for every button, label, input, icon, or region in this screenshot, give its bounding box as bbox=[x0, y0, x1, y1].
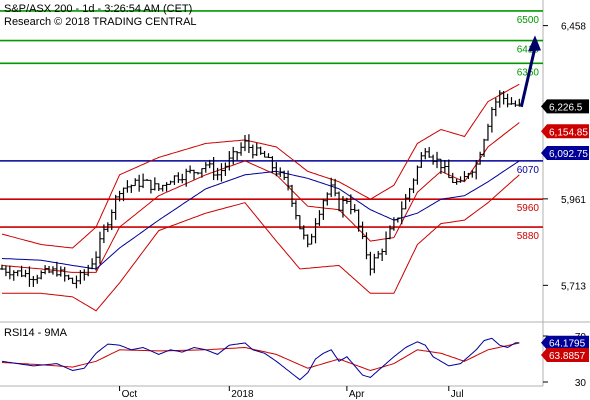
rsi-line bbox=[1, 337, 520, 381]
level-label-6415: 6415 bbox=[517, 45, 540, 56]
rsi-tag-label: 64.1795 bbox=[549, 339, 586, 350]
rsi-series bbox=[1, 337, 520, 381]
rsi-title: RSI14 - 9MA bbox=[4, 327, 68, 339]
rsi-tick-label: 30 bbox=[575, 378, 587, 389]
time-tick-label-Jul: Jul bbox=[451, 389, 464, 400]
price-tag-bg bbox=[541, 99, 589, 114]
bollinger-bands bbox=[1, 83, 520, 312]
price-panel bbox=[0, 0, 543, 320]
price-tags: 6,226.5 6,154.85 6,092.75 bbox=[541, 99, 589, 160]
price-tick-label: 5,961 bbox=[561, 195, 586, 206]
time-tick-label-2018: 2018 bbox=[231, 389, 254, 400]
time-tick-label-Oct: Oct bbox=[122, 389, 138, 400]
level-label-5960: 5960 bbox=[517, 203, 540, 214]
level-label-6070: 6070 bbox=[517, 165, 540, 176]
time-axis-ticks: Oct 2018 Apr Jul bbox=[119, 386, 464, 400]
price-tag-bg bbox=[541, 145, 589, 160]
bollinger-lower-line bbox=[2, 174, 520, 312]
price-tick-label: 5,713 bbox=[561, 281, 586, 292]
price-tag-bg bbox=[541, 124, 589, 139]
price-axis-ticks: 6,458 5,961 5,713 bbox=[543, 22, 586, 292]
rsi-tag-bg bbox=[541, 335, 589, 350]
forecast-arrow-head bbox=[528, 35, 541, 52]
rsi-tag-label: 63.8857 bbox=[549, 351, 586, 362]
price-tick-label: 6,458 bbox=[561, 22, 586, 33]
level-label-5880: 5880 bbox=[517, 231, 540, 242]
time-tick-label-Apr: Apr bbox=[349, 389, 365, 400]
forecast-arrow bbox=[519, 35, 541, 108]
bollinger-upper-line bbox=[1, 83, 520, 249]
chart-title: S&P/ASX 200 - 1d - 3:26:54 AM (CET) bbox=[4, 3, 192, 15]
forecast-arrow-shaft bbox=[519, 47, 537, 108]
rsi-tag-bg bbox=[541, 348, 589, 363]
price-tag-label: 6,092.75 bbox=[549, 149, 588, 160]
price-series bbox=[0, 90, 522, 289]
price-tag-label: 6,154.85 bbox=[549, 127, 588, 138]
chart-copyright: Research © 2018 TRADING CENTRAL bbox=[4, 16, 197, 28]
level-label-6500: 6500 bbox=[517, 15, 540, 26]
price-tag-label: 6,226.5 bbox=[549, 102, 583, 113]
rsi-panel bbox=[0, 324, 543, 386]
